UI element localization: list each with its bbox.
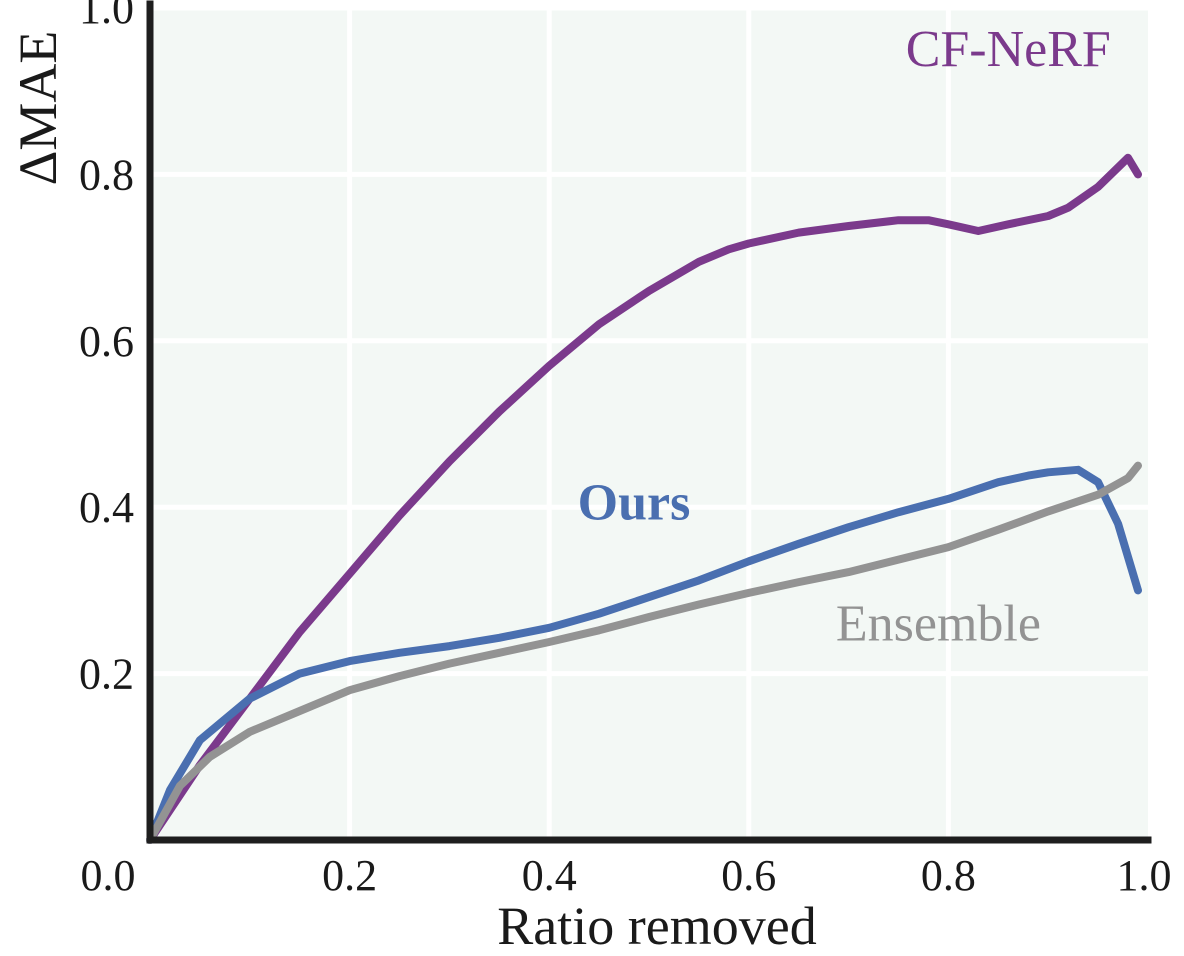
series-label-ours: Ours xyxy=(578,475,691,532)
y-tick-label: 0.6 xyxy=(79,317,134,366)
series-label-cf-nerf: CF-NeRF xyxy=(906,21,1111,78)
series-labels: CF-NeRF Ours Ensemble xyxy=(578,21,1111,652)
x-tick-label: 0.2 xyxy=(322,851,377,900)
x-tick-label: 0.4 xyxy=(522,851,577,900)
x-tick-label: 0.6 xyxy=(721,851,776,900)
series-line-cf-nerf xyxy=(146,153,1142,844)
x-axis-label: Ratio removed xyxy=(497,896,816,956)
axes xyxy=(146,0,1152,844)
x-tick-label: 0.0 xyxy=(81,851,136,900)
y-tick-label: 0.4 xyxy=(79,483,134,532)
y-tick-label: 0.8 xyxy=(79,150,134,199)
grid xyxy=(150,5,1148,840)
series-label-ensemble: Ensemble xyxy=(836,595,1041,652)
series-line-ensemble xyxy=(146,461,1142,844)
series-line-ours xyxy=(146,465,1142,844)
tick-labels: 0.0 0.2 0.4 0.6 0.8 1.0 0.2 0.4 0.6 0.8 1.0 xyxy=(79,0,1172,900)
x-tick-label: 0.8 xyxy=(921,851,976,900)
y-axis-label: ΔMAE xyxy=(8,31,68,186)
y-tick-label: 1.0 xyxy=(79,0,134,33)
x-tick-label: 1.0 xyxy=(1117,851,1172,900)
series-group xyxy=(146,153,1142,844)
y-tick-label: 0.2 xyxy=(79,650,134,699)
